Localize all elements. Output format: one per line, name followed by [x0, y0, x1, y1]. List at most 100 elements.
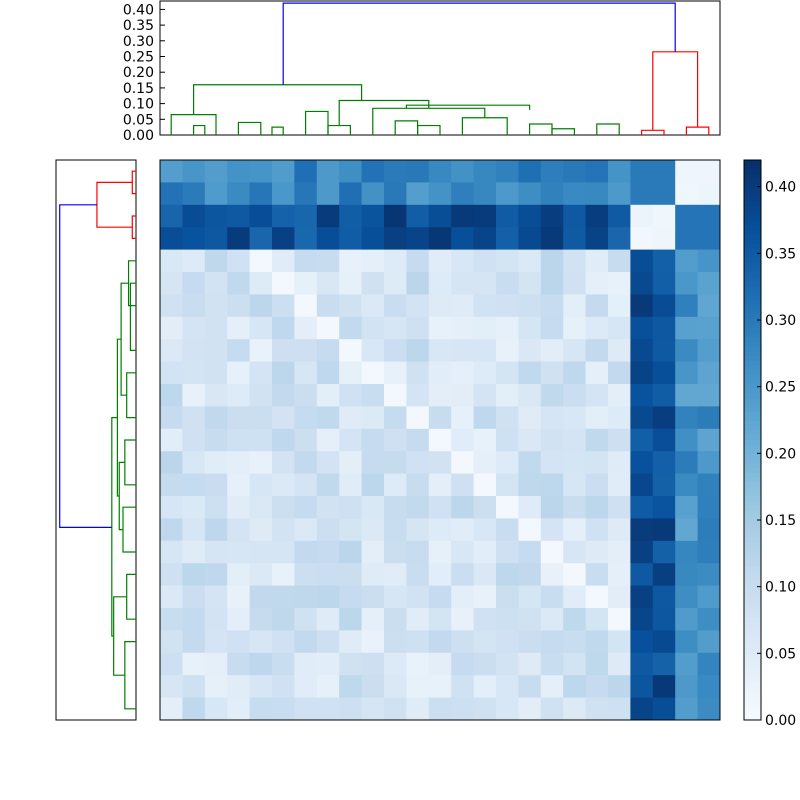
- colorbar-segment: [744, 701, 761, 707]
- heatmap-cell: [518, 518, 542, 542]
- heatmap-cell: [473, 272, 497, 295]
- heatmap-cell: [563, 428, 586, 452]
- heatmap-cell: [630, 339, 654, 362]
- heatmap-cell: [652, 585, 676, 609]
- heatmap-cell: [630, 384, 654, 407]
- heatmap-cell: [675, 697, 698, 721]
- heatmap-cell: [496, 406, 519, 430]
- heatmap-cell: [697, 339, 721, 362]
- colorbar-segment: [744, 295, 761, 301]
- heatmap-cell: [316, 249, 340, 273]
- heatmap-cell: [473, 361, 497, 385]
- heatmap-cell: [361, 585, 385, 609]
- heatmap-cell: [182, 675, 206, 698]
- heatmap-cell: [563, 406, 586, 430]
- heatmap-cell: [272, 272, 295, 295]
- heatmap-cell: [473, 428, 497, 452]
- heatmap-cell: [608, 540, 631, 564]
- heatmap-cell: [204, 563, 228, 586]
- left-dendrogram-frame: [55, 159, 137, 721]
- heatmap-cell: [496, 540, 519, 564]
- heatmap-cell: [384, 563, 407, 586]
- dendrogram-link: [59, 204, 112, 528]
- colorbar-segment: [744, 398, 761, 404]
- colorbar-segment: [744, 230, 761, 236]
- heatmap-cell: [384, 406, 407, 430]
- heatmap-cell: [204, 585, 228, 609]
- heatmap-cell: [272, 608, 295, 631]
- heatmap-cell: [227, 585, 250, 609]
- heatmap-cell: [428, 675, 452, 698]
- heatmap-cell: [518, 540, 542, 564]
- top-dendrogram-tick-label: 0.05: [123, 112, 154, 128]
- heatmap-cell: [182, 652, 206, 676]
- colorbar-segment: [744, 206, 761, 212]
- heatmap-cell: [182, 518, 206, 542]
- heatmap-cell: [540, 249, 564, 273]
- heatmap-cell: [249, 339, 273, 362]
- colorbar-tick-label: 0.00: [765, 713, 796, 729]
- heatmap-cell: [361, 697, 385, 721]
- heatmap-cell: [697, 540, 721, 564]
- colorbar-segment: [744, 500, 761, 506]
- heatmap-cell: [608, 608, 631, 631]
- colorbar-segment: [744, 211, 761, 217]
- heatmap-cell: [451, 227, 474, 250]
- heatmap-cell: [697, 316, 721, 340]
- heatmap-cell: [428, 204, 452, 228]
- heatmap-cell: [540, 451, 564, 474]
- colorbar-segment: [744, 309, 761, 315]
- heatmap-cell: [204, 182, 228, 206]
- heatmap-cell: [182, 227, 206, 250]
- heatmap-cell: [182, 630, 206, 654]
- heatmap-cell: [652, 675, 676, 698]
- heatmap-cell: [451, 204, 474, 228]
- colorbar-tick-label: 0.40: [765, 180, 796, 196]
- heatmap-cell: [227, 339, 250, 362]
- heatmap-cell: [384, 204, 407, 228]
- heatmap-cell: [339, 652, 362, 676]
- heatmap-cell: [227, 160, 250, 183]
- top-dendrogram-tick-label: 0.20: [123, 65, 154, 81]
- heatmap-cell: [182, 585, 206, 609]
- dendrogram-link: [131, 170, 136, 195]
- dendrogram-link: [394, 120, 419, 135]
- heatmap-cell: [294, 652, 318, 676]
- dendrogram-link: [193, 124, 206, 135]
- heatmap-cell: [227, 227, 250, 250]
- heatmap-cell: [630, 496, 654, 519]
- heatmap-cell: [563, 608, 586, 631]
- heatmap-cell: [496, 451, 519, 474]
- heatmap-cell: [585, 675, 609, 698]
- heatmap-cell: [361, 428, 385, 452]
- heatmap-cell: [406, 608, 430, 631]
- heatmap-cell: [540, 585, 564, 609]
- heatmap-cell: [204, 227, 228, 250]
- heatmap-cell: [473, 227, 497, 250]
- heatmap-cell: [160, 473, 183, 497]
- heatmap-cell: [652, 384, 676, 407]
- heatmap-cell: [675, 518, 698, 542]
- heatmap-cell: [473, 540, 497, 564]
- heatmap-cell: [585, 496, 609, 519]
- colorbar-segment: [744, 267, 761, 273]
- heatmap-cell: [160, 406, 183, 430]
- heatmap-cell: [406, 204, 430, 228]
- heatmap-cell: [652, 518, 676, 542]
- heatmap-cell: [204, 473, 228, 497]
- heatmap-cell: [451, 249, 474, 273]
- colorbar-segment: [744, 710, 761, 716]
- heatmap-cell: [585, 361, 609, 385]
- heatmap-cell: [384, 473, 407, 497]
- heatmap-cell: [384, 316, 407, 340]
- colorbar-segment: [744, 538, 761, 544]
- heatmap-cell: [160, 675, 183, 698]
- heatmap-cell: [384, 361, 407, 385]
- heatmap-cell: [316, 652, 340, 676]
- heatmap-cell: [204, 406, 228, 430]
- heatmap-cell: [272, 406, 295, 430]
- heatmap-cell: [227, 204, 250, 228]
- heatmap-cell: [697, 361, 721, 385]
- heatmap-cell: [182, 160, 206, 183]
- heatmap-cell: [518, 563, 542, 586]
